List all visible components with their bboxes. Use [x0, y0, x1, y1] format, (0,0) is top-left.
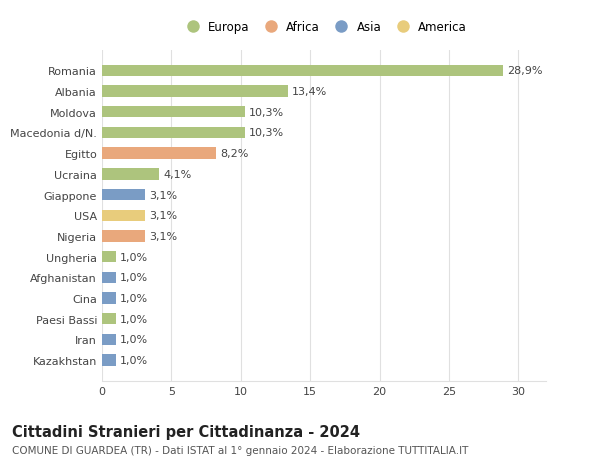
Bar — [102, 210, 145, 221]
Bar — [102, 190, 145, 201]
Text: 1,0%: 1,0% — [120, 355, 148, 365]
Bar — [102, 169, 159, 180]
Text: 4,1%: 4,1% — [163, 169, 191, 179]
Bar — [102, 272, 116, 283]
Text: 1,0%: 1,0% — [120, 293, 148, 303]
Bar — [102, 313, 116, 325]
Text: 1,0%: 1,0% — [120, 314, 148, 324]
Bar — [102, 355, 116, 366]
Bar — [102, 252, 116, 263]
Text: COMUNE DI GUARDEA (TR) - Dati ISTAT al 1° gennaio 2024 - Elaborazione TUTTITALIA: COMUNE DI GUARDEA (TR) - Dati ISTAT al 1… — [12, 445, 469, 455]
Bar — [102, 334, 116, 345]
Legend: Europa, Africa, Asia, America: Europa, Africa, Asia, America — [176, 17, 472, 39]
Text: 13,4%: 13,4% — [292, 87, 328, 97]
Text: 1,0%: 1,0% — [120, 273, 148, 283]
Text: 10,3%: 10,3% — [249, 107, 284, 118]
Bar — [102, 293, 116, 304]
Text: 10,3%: 10,3% — [249, 128, 284, 138]
Text: 1,0%: 1,0% — [120, 252, 148, 262]
Text: 8,2%: 8,2% — [220, 149, 248, 159]
Text: 3,1%: 3,1% — [149, 211, 178, 221]
Bar — [102, 66, 503, 77]
Text: 1,0%: 1,0% — [120, 335, 148, 345]
Bar — [102, 128, 245, 139]
Text: 3,1%: 3,1% — [149, 231, 178, 241]
Text: 28,9%: 28,9% — [507, 66, 542, 76]
Bar — [102, 148, 216, 159]
Text: 3,1%: 3,1% — [149, 190, 178, 200]
Bar — [102, 107, 245, 118]
Text: Cittadini Stranieri per Cittadinanza - 2024: Cittadini Stranieri per Cittadinanza - 2… — [12, 425, 360, 440]
Bar — [102, 231, 145, 242]
Bar — [102, 86, 288, 97]
